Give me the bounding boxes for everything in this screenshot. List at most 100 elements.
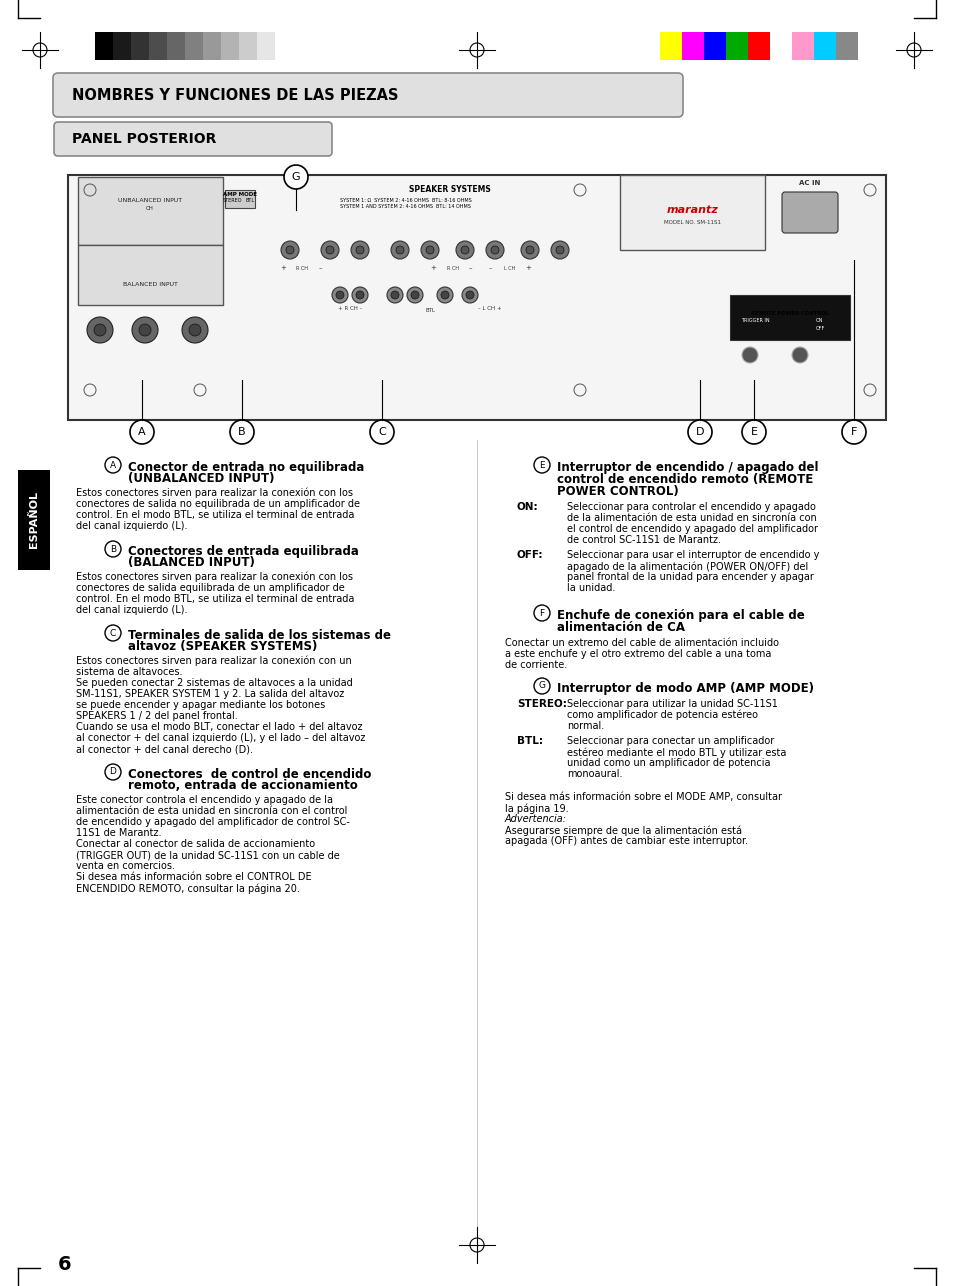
- Text: BTL: BTL: [245, 198, 254, 202]
- Text: apagada (OFF) antes de cambiar este interruptor.: apagada (OFF) antes de cambiar este inte…: [504, 836, 747, 846]
- Circle shape: [465, 291, 474, 300]
- Circle shape: [130, 421, 153, 444]
- Text: OFF:: OFF:: [517, 550, 543, 559]
- Text: Interruptor de encendido / apagado del: Interruptor de encendido / apagado del: [557, 460, 818, 475]
- FancyBboxPatch shape: [729, 294, 849, 340]
- FancyBboxPatch shape: [53, 73, 682, 117]
- FancyBboxPatch shape: [703, 32, 725, 60]
- Text: se puede encender y apagar mediante los botones: se puede encender y apagar mediante los …: [76, 700, 325, 710]
- Text: Estos conectores sirven para realizar la conexión con los: Estos conectores sirven para realizar la…: [76, 572, 353, 583]
- Text: el control de encendido y apagado del amplificador: el control de encendido y apagado del am…: [566, 523, 817, 534]
- Circle shape: [326, 246, 334, 255]
- FancyBboxPatch shape: [256, 32, 274, 60]
- Circle shape: [551, 240, 568, 258]
- Text: SYSTEM 1: Ω  SYSTEM 2: 4-16 OHMS  BTL: 8-16 OHMS: SYSTEM 1: Ω SYSTEM 2: 4-16 OHMS BTL: 8-1…: [339, 198, 471, 202]
- Text: C: C: [377, 427, 385, 437]
- Text: Cuando se usa el modo BLT, conectar el lado + del altavoz: Cuando se usa el modo BLT, conectar el l…: [76, 721, 362, 732]
- FancyBboxPatch shape: [221, 32, 239, 60]
- Text: REMOTE POWER CONTROL: REMOTE POWER CONTROL: [750, 311, 828, 316]
- Text: a este enchufe y el otro extremo del cable a una toma: a este enchufe y el otro extremo del cab…: [504, 649, 771, 658]
- Text: panel frontal de la unidad para encender y apagar: panel frontal de la unidad para encender…: [566, 572, 813, 583]
- Text: Advertencia:: Advertencia:: [504, 814, 566, 824]
- Text: E: E: [750, 427, 757, 437]
- Text: L CH: L CH: [504, 266, 516, 271]
- Text: Seleccionar para utilizar la unidad SC-11S1: Seleccionar para utilizar la unidad SC-1…: [566, 700, 777, 709]
- Circle shape: [105, 457, 121, 473]
- Circle shape: [190, 270, 200, 280]
- Circle shape: [284, 165, 308, 189]
- Circle shape: [556, 246, 563, 255]
- Text: SM-11S1, SPEAKER SYSTEM 1 y 2. La salida del altavoz: SM-11S1, SPEAKER SYSTEM 1 y 2. La salida…: [76, 689, 344, 700]
- FancyBboxPatch shape: [781, 192, 837, 233]
- Circle shape: [332, 287, 348, 303]
- Text: la página 19.: la página 19.: [504, 802, 568, 814]
- Text: estéreo mediante el modo BTL y utilizar esta: estéreo mediante el modo BTL y utilizar …: [566, 747, 785, 757]
- FancyBboxPatch shape: [78, 246, 223, 305]
- Text: altavoz (SPEAKER SYSTEMS): altavoz (SPEAKER SYSTEMS): [128, 640, 317, 653]
- Text: monoaural.: monoaural.: [566, 769, 622, 779]
- Text: de la alimentación de esta unidad en sincronía con: de la alimentación de esta unidad en sin…: [566, 513, 816, 523]
- Text: G: G: [537, 682, 545, 691]
- Text: Conectar al conector de salida de accionamiento: Conectar al conector de salida de accion…: [76, 838, 314, 849]
- Circle shape: [491, 246, 498, 255]
- Text: F: F: [850, 427, 857, 437]
- FancyBboxPatch shape: [791, 32, 813, 60]
- Text: UNBALANCED INPUT: UNBALANCED INPUT: [118, 198, 182, 202]
- Circle shape: [335, 291, 344, 300]
- FancyBboxPatch shape: [149, 32, 167, 60]
- Text: B: B: [238, 427, 246, 437]
- Circle shape: [461, 287, 477, 303]
- Circle shape: [456, 240, 474, 258]
- FancyBboxPatch shape: [167, 32, 185, 60]
- Text: B: B: [110, 544, 116, 553]
- Text: BALANCED INPUT: BALANCED INPUT: [122, 283, 177, 288]
- Circle shape: [420, 240, 438, 258]
- FancyBboxPatch shape: [18, 469, 50, 570]
- Text: remoto, entrada de accionamiento: remoto, entrada de accionamiento: [128, 779, 357, 792]
- Text: STEREO:: STEREO:: [517, 700, 566, 709]
- Circle shape: [460, 246, 469, 255]
- Text: control. En el modo BTL, se utiliza el terminal de entrada: control. En el modo BTL, se utiliza el t…: [76, 594, 354, 604]
- Text: AMP MODE: AMP MODE: [223, 193, 256, 198]
- Circle shape: [791, 347, 807, 363]
- FancyBboxPatch shape: [274, 32, 293, 60]
- Text: Conectores  de control de encendido: Conectores de control de encendido: [128, 768, 371, 781]
- Circle shape: [534, 457, 550, 473]
- Circle shape: [355, 291, 364, 300]
- Text: como amplificador de potencia estéreo: como amplificador de potencia estéreo: [566, 710, 758, 720]
- Text: SPEAKERS 1 / 2 del panel frontal.: SPEAKERS 1 / 2 del panel frontal.: [76, 711, 237, 721]
- Text: venta en comercios.: venta en comercios.: [76, 862, 174, 871]
- Circle shape: [841, 421, 865, 444]
- Circle shape: [352, 287, 368, 303]
- Text: +: +: [524, 265, 531, 271]
- Circle shape: [95, 270, 105, 280]
- FancyBboxPatch shape: [203, 32, 221, 60]
- Text: –: –: [318, 265, 321, 271]
- Circle shape: [485, 240, 503, 258]
- Circle shape: [534, 604, 550, 621]
- FancyBboxPatch shape: [769, 32, 791, 60]
- Circle shape: [391, 240, 409, 258]
- Circle shape: [411, 291, 418, 300]
- Text: A: A: [110, 460, 116, 469]
- Text: la unidad.: la unidad.: [566, 583, 615, 593]
- Text: (UNBALANCED INPUT): (UNBALANCED INPUT): [128, 472, 274, 485]
- Text: CH: CH: [146, 206, 153, 211]
- Text: ESPAÑOL: ESPAÑOL: [29, 491, 39, 549]
- FancyBboxPatch shape: [131, 32, 149, 60]
- Circle shape: [436, 287, 453, 303]
- Text: +: +: [430, 265, 436, 271]
- Text: Seleccionar para controlar el encendido y apagado: Seleccionar para controlar el encendido …: [566, 502, 815, 512]
- Text: Estos conectores sirven para realizar la conexión con los: Estos conectores sirven para realizar la…: [76, 487, 353, 499]
- Text: BTL: BTL: [425, 309, 435, 312]
- FancyBboxPatch shape: [78, 177, 223, 246]
- Text: +: +: [280, 265, 286, 271]
- Circle shape: [440, 291, 449, 300]
- Text: ENCENDIDO REMOTO, consultar la página 20.: ENCENDIDO REMOTO, consultar la página 20…: [76, 883, 299, 894]
- Text: del canal izquierdo (L).: del canal izquierdo (L).: [76, 604, 188, 615]
- Text: unidad como un amplificador de potencia: unidad como un amplificador de potencia: [566, 757, 770, 768]
- FancyBboxPatch shape: [68, 175, 885, 421]
- Circle shape: [320, 240, 338, 258]
- Circle shape: [125, 270, 135, 280]
- Text: SYSTEM 1 AND SYSTEM 2: 4-16 OHMS  BTL: 14 OHMS: SYSTEM 1 AND SYSTEM 2: 4-16 OHMS BTL: 14…: [339, 203, 471, 208]
